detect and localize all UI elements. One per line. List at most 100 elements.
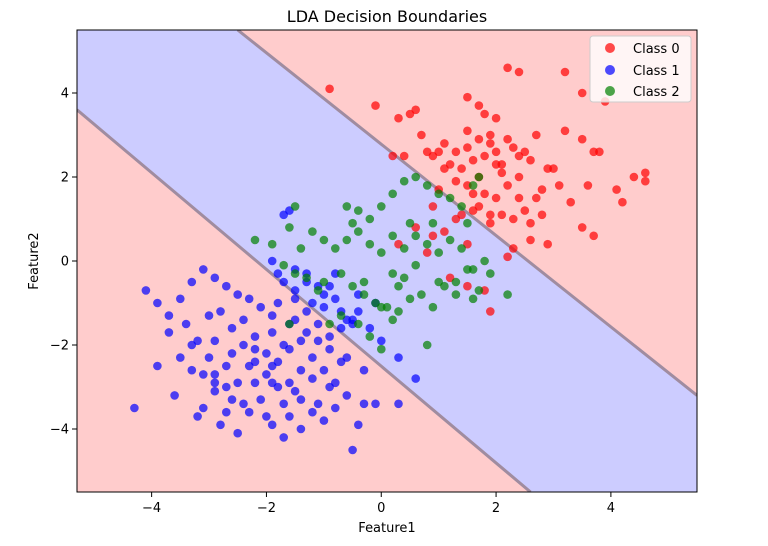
point-class-1 [279, 340, 289, 350]
point-class-0 [618, 197, 627, 207]
point-class-0 [543, 239, 552, 249]
point-class-2 [486, 269, 495, 278]
point-class-1 [170, 391, 179, 400]
point-class-2 [399, 244, 409, 253]
point-class-1 [296, 424, 306, 434]
point-class-1 [210, 336, 220, 346]
point-class-0 [474, 202, 484, 211]
point-class-0 [463, 126, 472, 136]
point-class-1 [164, 328, 174, 337]
point-class-2 [388, 189, 398, 199]
point-class-1 [290, 286, 300, 295]
point-class-1 [244, 294, 254, 304]
legend-frame [589, 35, 692, 103]
point-class-2 [422, 340, 432, 350]
point-class-2 [428, 218, 438, 228]
x-tick-label: −4 [142, 501, 161, 516]
point-class-1 [308, 298, 317, 308]
point-class-1 [256, 395, 266, 404]
point-class-0 [503, 181, 512, 190]
point-class-2 [405, 294, 415, 304]
point-class-1 [302, 328, 311, 337]
point-class-1 [354, 307, 363, 316]
point-class-2 [336, 269, 346, 278]
point-class-1 [325, 382, 334, 392]
point-class-1 [250, 378, 260, 388]
point-class-2 [290, 269, 300, 278]
y-tick-label: −4 [50, 423, 69, 438]
point-class-2 [377, 344, 386, 354]
point-class-0 [543, 164, 552, 173]
point-class-0 [428, 231, 438, 241]
point-class-2 [468, 294, 478, 304]
point-class-1 [348, 445, 357, 455]
point-class-1 [267, 420, 277, 430]
point-class-2 [313, 286, 323, 295]
point-class-2 [354, 227, 363, 236]
point-class-1 [267, 311, 277, 320]
point-class-1 [262, 412, 271, 421]
point-class-0 [520, 147, 530, 157]
point-class-0 [422, 248, 432, 257]
point-class-1 [308, 353, 317, 362]
point-class-1 [222, 361, 231, 371]
point-class-2 [474, 172, 484, 182]
point-class-0 [468, 189, 478, 199]
point-class-0 [583, 181, 593, 190]
point-class-1 [153, 361, 162, 371]
point-class-1 [267, 378, 277, 388]
point-class-2 [365, 332, 375, 341]
legend-marker-class-1 [605, 65, 615, 75]
point-class-0 [497, 168, 507, 178]
point-class-1 [394, 353, 403, 362]
point-class-0 [491, 147, 501, 157]
point-class-2 [463, 218, 472, 228]
point-class-2 [354, 319, 363, 329]
point-class-2 [405, 218, 415, 228]
point-class-1 [359, 365, 369, 375]
point-class-2 [399, 176, 409, 186]
point-class-1 [216, 307, 225, 316]
point-class-1 [239, 399, 248, 409]
point-class-1 [233, 428, 242, 438]
point-class-2 [325, 319, 334, 329]
point-class-0 [451, 147, 461, 157]
point-class-0 [537, 185, 547, 194]
point-class-1 [244, 407, 254, 417]
legend-label-class-1: Class 1 [633, 64, 680, 79]
point-class-2 [348, 281, 357, 291]
point-class-0 [486, 307, 495, 316]
point-class-1 [296, 336, 306, 346]
point-class-1 [290, 386, 300, 396]
point-class-1 [141, 286, 151, 295]
point-class-0 [388, 151, 398, 161]
point-class-2 [354, 206, 363, 215]
point-class-0 [463, 281, 472, 291]
point-class-1 [199, 403, 208, 413]
point-class-2 [365, 214, 375, 224]
point-class-2 [388, 231, 398, 241]
point-class-0 [486, 130, 495, 140]
point-class-2 [434, 277, 444, 287]
point-class-2 [359, 277, 369, 287]
point-class-1 [273, 357, 283, 367]
point-class-2 [411, 260, 421, 270]
point-class-1 [222, 281, 231, 291]
point-class-0 [629, 172, 639, 182]
point-class-0 [474, 134, 484, 144]
x-tick-label: −2 [257, 501, 276, 516]
point-class-1 [273, 269, 283, 278]
point-class-1 [250, 332, 260, 341]
point-class-1 [199, 370, 208, 379]
point-class-1 [181, 319, 191, 329]
point-class-2 [434, 248, 444, 257]
point-class-1 [377, 336, 386, 346]
point-class-1 [130, 403, 139, 413]
point-class-1 [176, 294, 185, 304]
point-class-1 [325, 332, 334, 341]
point-class-1 [296, 365, 306, 375]
point-class-0 [451, 214, 461, 224]
y-axis: −4 −2 0 2 4 [50, 87, 77, 438]
point-class-0 [411, 105, 421, 115]
point-class-0 [532, 193, 541, 203]
